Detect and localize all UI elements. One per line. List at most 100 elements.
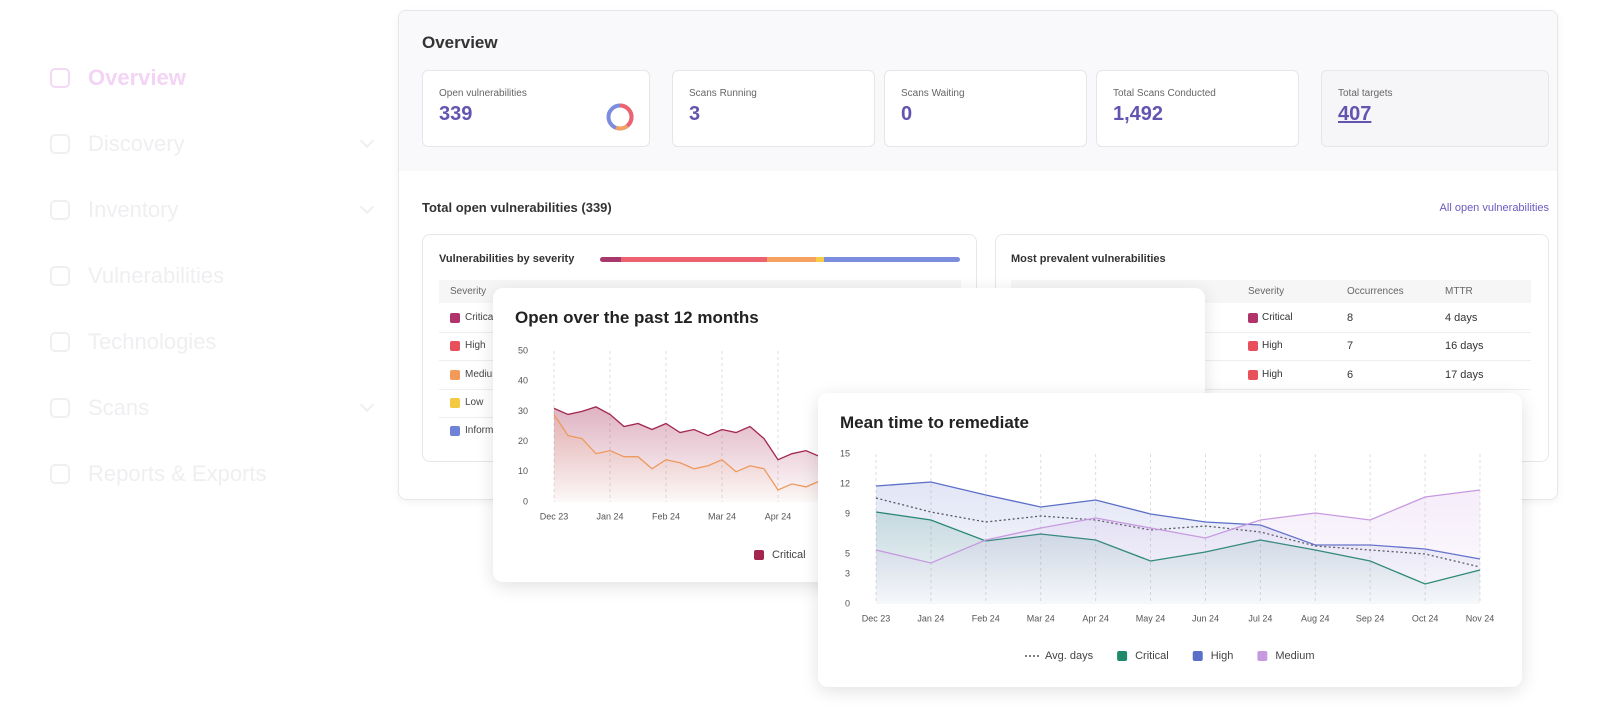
stat-value: 0 (901, 103, 913, 125)
table-cell: 6 (1347, 369, 1354, 381)
area (876, 490, 1480, 604)
table-cell: High (1262, 369, 1283, 380)
line (553, 406, 821, 461)
nav-item: Reports & Exports (88, 461, 267, 486)
nav-icon (50, 464, 70, 484)
legend-swatch (1192, 651, 1203, 661)
area (554, 414, 820, 502)
nav-item: Discovery (88, 131, 185, 156)
nav-item: Scans (88, 395, 150, 420)
stat-label: Open vulnerabilities (439, 88, 527, 99)
severity-segment (600, 257, 622, 262)
legend-label: Critical (772, 549, 806, 561)
severity-icon (450, 370, 460, 380)
sidebar: Overview Discovery Inventory Vulnerabilitie… (0, 0, 390, 716)
table-cell: 17 days (1445, 369, 1484, 381)
table-cell: High (1262, 340, 1283, 351)
y-tick-label: 50 (518, 345, 528, 355)
nav-icon (50, 134, 70, 154)
severity-icon (450, 313, 460, 323)
nav-icon (50, 332, 70, 352)
y-tick-label: 3 (845, 568, 850, 578)
page-title: Overview (422, 33, 498, 52)
severity-segment (766, 257, 816, 262)
nav-item: Vulnerabilities (88, 263, 225, 288)
card-title: Most prevalent vulnerabilities (1011, 253, 1166, 265)
severity-name: Critical (465, 312, 496, 323)
x-tick-label: Dec 23 (862, 613, 891, 623)
y-tick-label: 20 (518, 436, 528, 446)
x-tick-label: Mar 24 (708, 511, 736, 521)
nav-icon (50, 68, 70, 88)
y-tick-label: 15 (840, 448, 850, 458)
x-tick-label: Jan 24 (596, 511, 623, 521)
x-tick-label: Jun 24 (1192, 613, 1219, 623)
severity-segment (815, 257, 825, 262)
stat-value[interactable]: 407 (1338, 103, 1372, 125)
column-header: Occurrences (1347, 286, 1404, 297)
x-tick-label: May 24 (1136, 613, 1166, 623)
line (553, 414, 821, 491)
line (875, 489, 1481, 564)
severity-name: High (465, 340, 486, 351)
x-tick-label: Feb 24 (972, 613, 1000, 623)
y-tick-label: 0 (845, 598, 850, 608)
severity-icon (1248, 313, 1258, 323)
legend-label: Critical (1135, 650, 1169, 662)
column-header: Severity (1248, 286, 1285, 297)
nav-item: Overview (88, 65, 186, 90)
chart-title: Open over the past 12 months (515, 308, 759, 327)
severity-icon (450, 398, 460, 408)
card-title: Vulnerabilities by severity (439, 253, 575, 265)
y-tick-label: 0 (523, 496, 528, 506)
stat-label: Total targets (1338, 88, 1393, 99)
x-tick-label: Jan 24 (917, 613, 944, 623)
row-divider (1011, 389, 1531, 390)
donut-segment (606, 103, 634, 131)
column-header: MTTR (1445, 286, 1473, 297)
severity-segment (824, 257, 960, 262)
donut-segment (606, 103, 634, 131)
legend-label: Medium (1275, 650, 1314, 662)
y-tick-label: 5 (845, 548, 850, 558)
severity-icon (450, 341, 460, 351)
y-tick-label: 9 (845, 508, 850, 518)
x-tick-label: Jul 24 (1248, 613, 1272, 623)
stat-label: Scans Running (689, 88, 757, 99)
stat-label: Total Scans Conducted (1113, 88, 1216, 99)
table-cell: 16 days (1445, 340, 1484, 352)
column-header: Severity (450, 286, 487, 297)
x-tick-label: Oct 24 (1412, 613, 1439, 623)
severity-name: Low (465, 397, 484, 408)
row-divider (1011, 360, 1531, 361)
severity-icon (1248, 370, 1258, 380)
stat-value: 339 (439, 103, 473, 125)
table-cell: 8 (1347, 312, 1354, 324)
stat-card (1096, 70, 1299, 147)
x-tick-label: Feb 24 (652, 511, 680, 521)
severity-icon (450, 426, 460, 436)
stat-card (884, 70, 1087, 147)
severity-segment (621, 257, 767, 262)
y-tick-label: 10 (518, 466, 528, 476)
x-tick-label: Apr 24 (765, 511, 792, 521)
severity-bar (600, 257, 960, 262)
y-tick-label: 30 (518, 406, 528, 416)
all-vulns-link[interactable]: All open vulnerabilities (1439, 202, 1549, 214)
legend-swatch (754, 550, 764, 560)
x-tick-label: Dec 23 (540, 511, 569, 521)
row-divider (1011, 332, 1531, 333)
table-cell: Critical (1262, 312, 1293, 323)
nav-icon (50, 398, 70, 418)
stat-card (672, 70, 875, 147)
nav-item: Inventory (88, 197, 179, 222)
x-tick-label: Sep 24 (1356, 613, 1385, 623)
mttr-chart-card: Mean time to remediate 0 3 5 9 12 15 Dec 23 Jan … (818, 393, 1522, 687)
y-tick-label: 40 (518, 376, 528, 386)
x-tick-label: Aug 24 (1301, 613, 1330, 623)
chevron (359, 397, 375, 413)
open-chart: Open over the past 12 months 0 10 20 30 40 50 D… (515, 308, 821, 561)
legend-swatch (1257, 651, 1268, 661)
stat-value: 1,492 (1113, 103, 1164, 125)
x-tick-label: Mar 24 (1027, 613, 1055, 623)
